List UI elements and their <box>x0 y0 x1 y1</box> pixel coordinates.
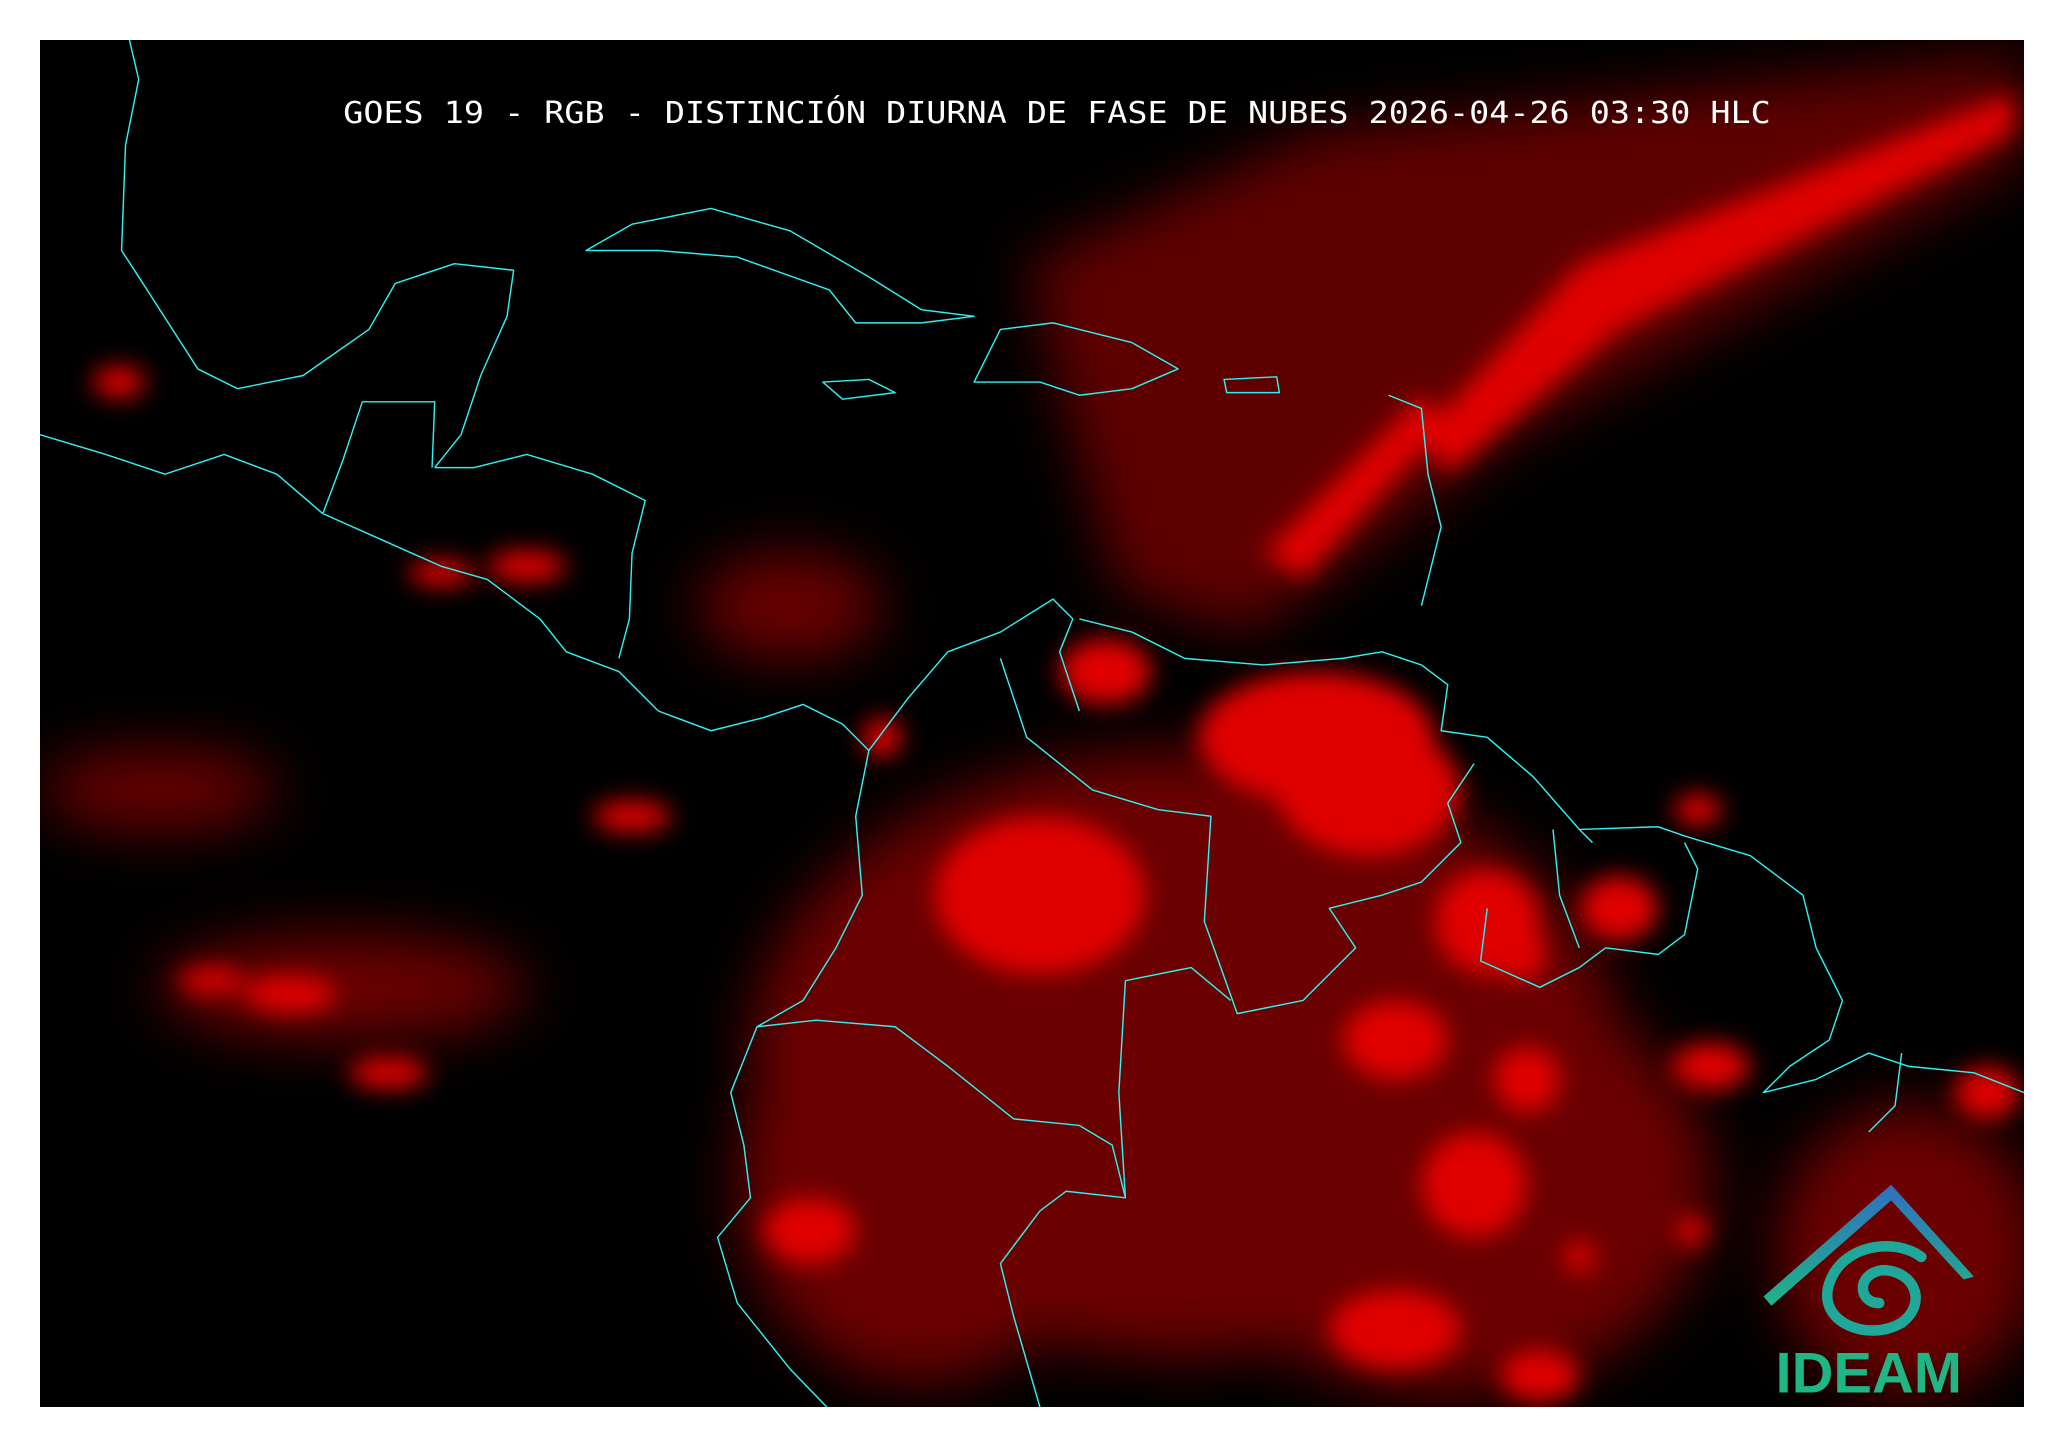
ideam-logo: IDEAM <box>1763 1184 1975 1406</box>
logo-text: IDEAM <box>1776 1342 1962 1406</box>
coastlines <box>40 40 2024 1407</box>
logo-roof-icon <box>1763 1184 1975 1306</box>
satellite-map: GOES 19 - RGB - DISTINCIÓN DIURNA DE FAS… <box>40 40 2024 1407</box>
logo-spiral-icon <box>1822 1241 1927 1336</box>
cloud-layer <box>40 53 2024 1402</box>
map-title: GOES 19 - RGB - DISTINCIÓN DIURNA DE FAS… <box>343 94 1770 131</box>
